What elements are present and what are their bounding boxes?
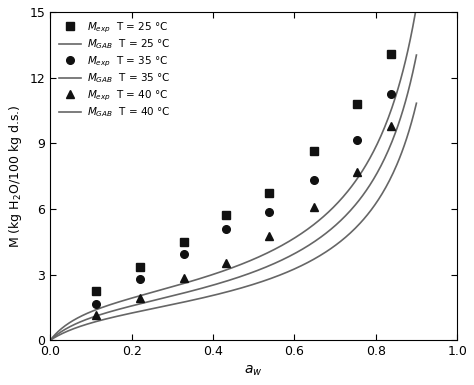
X-axis label: $a_w$: $a_w$ <box>245 364 263 378</box>
Legend: $M_{exp}$  T = 25 °C, $M_{GAB}$  T = 25 °C, $M_{exp}$  T = 35 °C, $M_{GAB}$  T =: $M_{exp}$ T = 25 °C, $M_{GAB}$ T = 25 °C… <box>55 17 173 122</box>
Y-axis label: M (kg H$_2$O/100 kg d.s.): M (kg H$_2$O/100 kg d.s.) <box>7 104 24 248</box>
